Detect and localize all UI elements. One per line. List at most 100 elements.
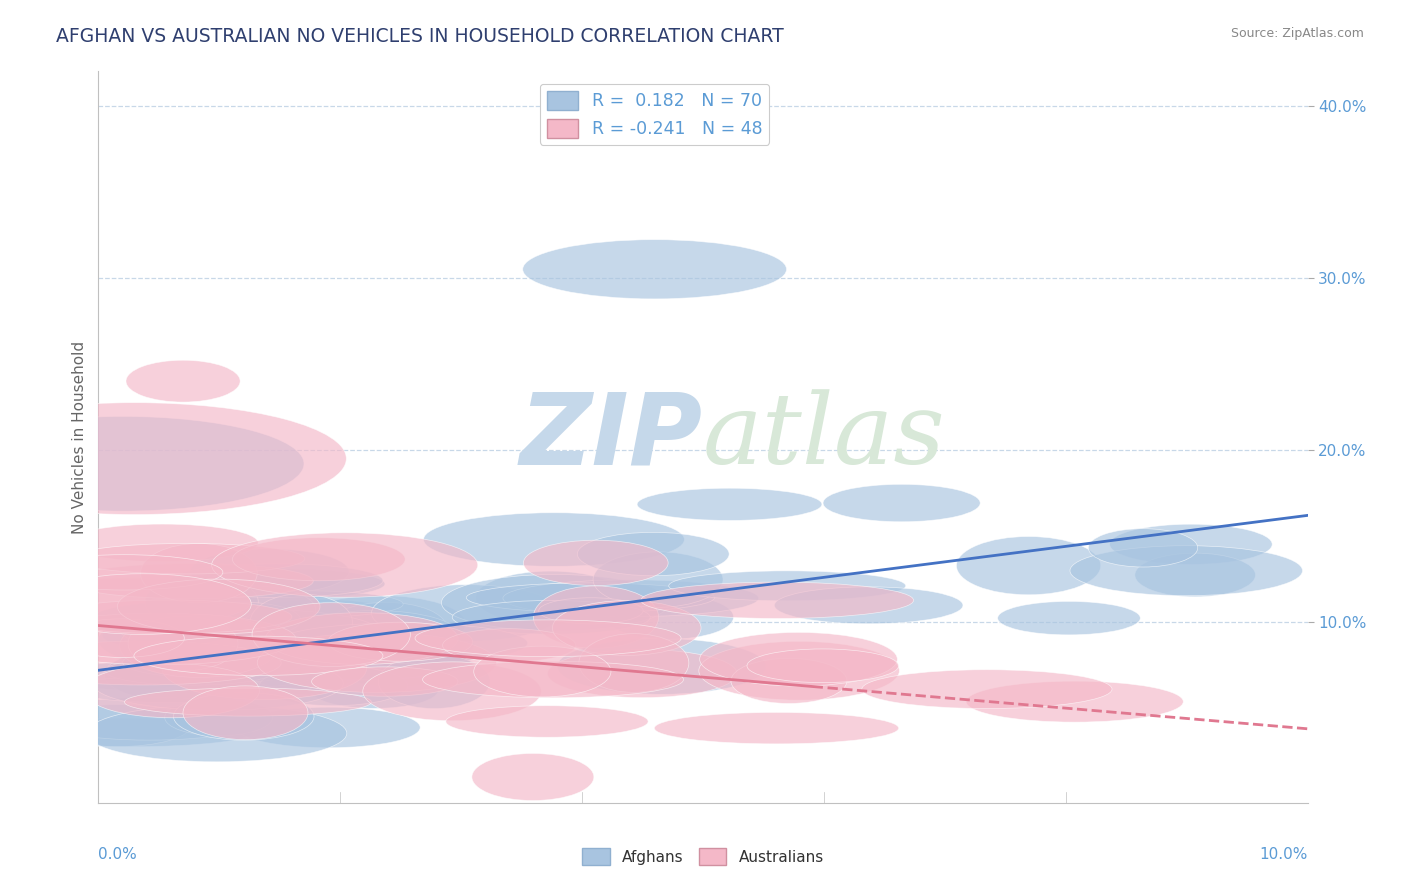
Ellipse shape <box>1 578 250 626</box>
Ellipse shape <box>69 543 305 574</box>
Ellipse shape <box>423 513 685 566</box>
Text: 10.0%: 10.0% <box>1260 847 1308 862</box>
Ellipse shape <box>669 571 905 601</box>
Ellipse shape <box>371 584 561 641</box>
Ellipse shape <box>553 600 702 656</box>
Ellipse shape <box>333 637 456 688</box>
Ellipse shape <box>503 580 759 616</box>
Ellipse shape <box>578 533 730 575</box>
Ellipse shape <box>236 646 471 680</box>
Ellipse shape <box>538 598 643 624</box>
Ellipse shape <box>214 622 474 669</box>
Ellipse shape <box>775 587 963 624</box>
Ellipse shape <box>250 594 353 652</box>
Ellipse shape <box>441 574 669 631</box>
Ellipse shape <box>45 705 191 747</box>
Ellipse shape <box>862 670 1112 708</box>
Legend: R =  0.182   N = 70, R = -0.241   N = 48: R = 0.182 N = 70, R = -0.241 N = 48 <box>540 84 769 145</box>
Ellipse shape <box>823 484 980 522</box>
Ellipse shape <box>10 718 253 747</box>
Ellipse shape <box>212 533 478 598</box>
Ellipse shape <box>162 637 367 699</box>
Ellipse shape <box>67 564 314 599</box>
Ellipse shape <box>423 661 683 698</box>
Ellipse shape <box>170 564 382 598</box>
Ellipse shape <box>184 569 385 599</box>
Ellipse shape <box>120 615 278 677</box>
Ellipse shape <box>66 524 259 562</box>
Ellipse shape <box>453 600 650 634</box>
Ellipse shape <box>956 536 1101 595</box>
Ellipse shape <box>295 596 465 652</box>
Ellipse shape <box>89 601 288 640</box>
Ellipse shape <box>232 538 405 581</box>
Text: Source: ZipAtlas.com: Source: ZipAtlas.com <box>1230 27 1364 40</box>
Ellipse shape <box>260 665 408 706</box>
Ellipse shape <box>1088 529 1198 567</box>
Ellipse shape <box>474 646 612 697</box>
Ellipse shape <box>547 649 737 698</box>
Ellipse shape <box>98 615 246 665</box>
Ellipse shape <box>311 672 439 708</box>
Ellipse shape <box>84 664 260 718</box>
Ellipse shape <box>173 692 314 740</box>
Ellipse shape <box>637 488 823 520</box>
Ellipse shape <box>104 648 250 701</box>
Ellipse shape <box>1070 546 1302 596</box>
Ellipse shape <box>236 707 420 747</box>
Ellipse shape <box>70 676 270 703</box>
Ellipse shape <box>190 586 316 633</box>
Text: AFGHAN VS AUSTRALIAN NO VEHICLES IN HOUSEHOLD CORRELATION CHART: AFGHAN VS AUSTRALIAN NO VEHICLES IN HOUS… <box>56 27 785 45</box>
Ellipse shape <box>34 698 264 740</box>
Ellipse shape <box>87 705 347 762</box>
Ellipse shape <box>134 636 382 675</box>
Ellipse shape <box>378 655 491 708</box>
Ellipse shape <box>128 638 349 665</box>
Y-axis label: No Vehicles in Household: No Vehicles in Household <box>72 341 87 533</box>
Ellipse shape <box>34 574 252 634</box>
Ellipse shape <box>208 641 465 673</box>
Ellipse shape <box>641 582 914 618</box>
Legend: Afghans, Australians: Afghans, Australians <box>576 842 830 871</box>
Ellipse shape <box>731 658 846 704</box>
Ellipse shape <box>446 706 648 738</box>
Ellipse shape <box>700 632 897 686</box>
Ellipse shape <box>45 600 292 633</box>
Ellipse shape <box>124 688 371 716</box>
Ellipse shape <box>363 662 541 721</box>
Ellipse shape <box>103 617 340 654</box>
Ellipse shape <box>415 620 681 657</box>
Ellipse shape <box>467 582 714 613</box>
Ellipse shape <box>579 633 689 692</box>
Ellipse shape <box>747 648 898 682</box>
Ellipse shape <box>165 699 273 736</box>
Ellipse shape <box>145 576 259 628</box>
Ellipse shape <box>149 624 335 671</box>
Ellipse shape <box>122 647 304 678</box>
Ellipse shape <box>25 555 224 590</box>
Ellipse shape <box>533 586 658 648</box>
Ellipse shape <box>183 602 301 638</box>
Ellipse shape <box>557 639 766 694</box>
Ellipse shape <box>4 641 281 685</box>
Ellipse shape <box>0 417 304 511</box>
Ellipse shape <box>312 667 458 697</box>
Text: 0.0%: 0.0% <box>98 847 138 862</box>
Ellipse shape <box>606 595 734 640</box>
Ellipse shape <box>1135 553 1256 597</box>
Ellipse shape <box>257 640 357 695</box>
Ellipse shape <box>93 657 343 710</box>
Ellipse shape <box>475 571 626 624</box>
Ellipse shape <box>131 649 257 685</box>
Ellipse shape <box>274 623 527 664</box>
Ellipse shape <box>221 599 419 653</box>
Ellipse shape <box>202 624 309 676</box>
Ellipse shape <box>207 591 404 617</box>
Ellipse shape <box>190 549 349 594</box>
Ellipse shape <box>128 616 238 671</box>
Ellipse shape <box>127 360 240 402</box>
Ellipse shape <box>1109 524 1272 565</box>
Ellipse shape <box>998 601 1140 635</box>
Ellipse shape <box>523 240 786 299</box>
Ellipse shape <box>472 754 593 800</box>
